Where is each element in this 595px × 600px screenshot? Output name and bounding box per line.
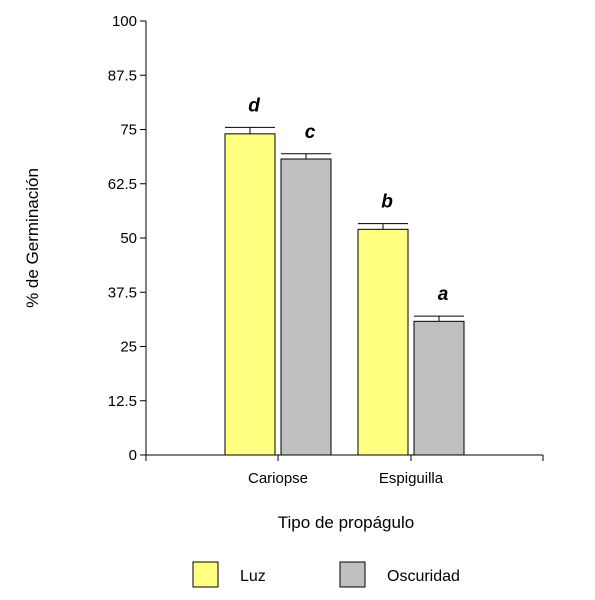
legend-swatch-luz bbox=[192, 561, 219, 588]
y-tick-label: 12.5 bbox=[108, 393, 137, 410]
axes: 0 12.5 25 37.5 50 62.5 75 87.5 100 Cariopse Espigu… bbox=[108, 13, 544, 487]
y-tick-label: 37.5 bbox=[108, 284, 137, 301]
significance-letter: d bbox=[248, 95, 260, 116]
x-axis-title: Tipo de propágulo bbox=[278, 513, 414, 532]
y-tick-label: 87.5 bbox=[108, 67, 137, 84]
y-tick-label: 75 bbox=[120, 122, 137, 139]
bar-cariopse-luz bbox=[224, 133, 276, 456]
significance-letter: a bbox=[438, 284, 449, 305]
bar-espiguilla-luz bbox=[357, 228, 409, 456]
y-tick-label: 25 bbox=[120, 339, 137, 356]
x-tick-label: Cariopse bbox=[248, 470, 308, 487]
legend-swatch-oscuridad bbox=[339, 561, 366, 588]
y-tick-label: 100 bbox=[112, 13, 137, 30]
bars bbox=[224, 126, 465, 456]
legend: Luz Oscuridad bbox=[192, 561, 460, 588]
bar-espiguilla-oscuridad bbox=[413, 320, 465, 456]
bar-cariopse-oscuridad bbox=[280, 158, 332, 456]
legend-label-oscuridad: Oscuridad bbox=[387, 568, 460, 585]
y-tick-label: 62.5 bbox=[108, 176, 137, 193]
legend-label-luz: Luz bbox=[240, 568, 266, 585]
labels: d c b a Tipo de propágulo % de Germinación bbox=[23, 95, 449, 532]
y-axis-title: % de Germinación bbox=[23, 168, 42, 308]
significance-letter: c bbox=[305, 122, 316, 143]
y-tick-label: 50 bbox=[120, 230, 137, 247]
y-tick-label: 0 bbox=[129, 447, 137, 464]
significance-letter: b bbox=[381, 192, 393, 213]
x-tick-label: Espiguilla bbox=[379, 470, 444, 487]
